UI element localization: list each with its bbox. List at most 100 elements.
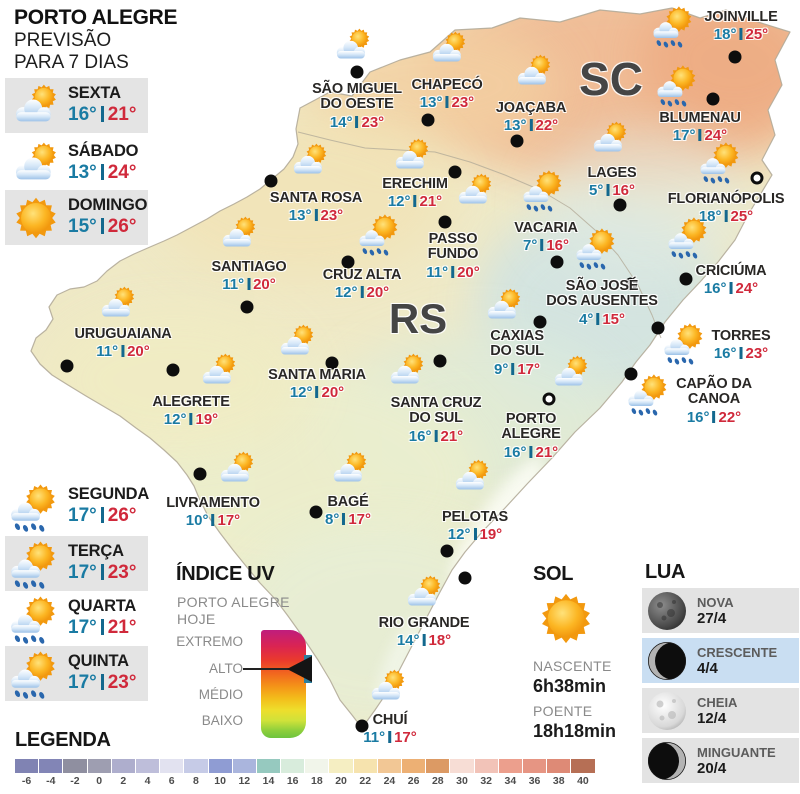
temp-high: 17°	[517, 360, 541, 378]
city-marker-santa-rosa	[264, 174, 278, 188]
temp-separator	[729, 282, 733, 295]
city-name: TORRES	[711, 328, 771, 344]
day-label: SÁBADO	[68, 142, 139, 160]
temp-high: 23°	[745, 345, 769, 363]
city-marker-capao-da-canoa	[624, 367, 638, 381]
city-name: LAGES	[587, 165, 637, 181]
city-name: SÃO JOSÉ DOS AUSENTES	[546, 278, 658, 310]
state-outline	[30, 7, 791, 729]
temp-separator	[511, 362, 515, 375]
city-marker-criciuma	[679, 272, 693, 286]
city-cruz-alta: CRUZ ALTA 12° 20°	[323, 267, 402, 302]
temp-high: 23°	[320, 207, 344, 225]
city-santa-maria: SANTA MARIA 12° 20°	[268, 367, 366, 402]
city-temps: 12° 21°	[382, 193, 447, 210]
title-city: PORTO ALEGRE	[14, 6, 178, 29]
temp-low: 16°	[68, 104, 97, 125]
city-marker-rio-grande	[458, 571, 472, 585]
day-temps: 16° 21°	[68, 104, 136, 126]
temp-high: 21°	[419, 193, 443, 211]
temp-high: 25°	[745, 26, 769, 44]
city-name: URUGUAIANA	[74, 326, 172, 342]
weather-icon-partly	[275, 321, 319, 363]
legend-title: LEGENDA	[15, 729, 111, 751]
legend-color-swatch	[184, 759, 208, 773]
city-name: JOAÇABA	[495, 100, 567, 116]
temp-low: 16°	[408, 427, 432, 445]
city-caxias-do-sul: CAXIAS DO SUL 9° 17°	[490, 328, 544, 378]
temp-low: 11°	[222, 276, 245, 294]
city-name: ALEGRETE	[152, 394, 230, 410]
weather-icon-partly	[288, 140, 332, 182]
temp-separator	[596, 312, 600, 325]
weather-icon-sun-rain	[627, 372, 674, 417]
temp-low: 16°	[503, 443, 527, 461]
city-blumenau: BLUMENAU 17° 24°	[659, 110, 741, 145]
weather-icon-partly	[549, 352, 593, 394]
city-marker-sao-jose-dos-ausentes	[624, 277, 638, 291]
city-name: SÃO MIGUEL DO OESTE	[312, 81, 402, 113]
temp-separator	[100, 507, 104, 523]
city-marker-alegrete	[166, 363, 180, 377]
temp-high: 20°	[253, 276, 276, 294]
city-porto-alegre: PORTO ALEGRE 16° 21°	[501, 411, 560, 461]
legend-segment: 32	[474, 759, 498, 787]
city-name: CAXIAS DO SUL	[490, 328, 544, 360]
city-santa-rosa: SANTA ROSA 13° 23°	[269, 190, 363, 225]
city-name: SANTA ROSA	[269, 190, 363, 206]
legend-color-swatch	[498, 759, 522, 773]
city-erechim: ERECHIM 12° 21°	[382, 176, 448, 211]
temp-low: 12°	[387, 193, 411, 211]
title-line3: PARA 7 DIAS	[14, 51, 129, 73]
temp-high: 21°	[535, 443, 559, 461]
sunset-label: POENTE	[533, 703, 593, 719]
legend-color-swatch	[353, 759, 377, 773]
temp-low: 12°	[334, 284, 358, 302]
temp-separator	[724, 210, 728, 223]
temp-high: 16°	[546, 237, 570, 255]
temp-high: 16°	[612, 182, 636, 200]
city-temps: 14° 23°	[312, 114, 402, 131]
temp-separator	[388, 731, 392, 744]
temp-separator	[606, 184, 610, 197]
weather-icon-sun-rain	[667, 215, 714, 260]
legend-segment: -6	[15, 759, 39, 787]
city-temps: 12° 19°	[152, 411, 229, 428]
legend-segment: 28	[426, 759, 450, 787]
day-temps: 13° 24°	[68, 162, 138, 184]
city-name: JOINVILLE	[704, 9, 778, 25]
city-name: LIVRAMENTO	[166, 495, 260, 511]
temp-separator	[247, 278, 251, 291]
temp-low: 13°	[68, 162, 97, 183]
weather-icon-partly	[331, 25, 375, 67]
temp-separator	[100, 164, 104, 180]
temp-separator	[211, 514, 215, 527]
temp-separator	[100, 106, 104, 122]
temp-separator	[451, 265, 455, 278]
day-label: SEXTA	[68, 84, 121, 102]
weather-icon-partly	[197, 350, 241, 392]
day-label: QUARTA	[68, 597, 137, 615]
weather-icon-partly	[385, 350, 429, 392]
temp-separator	[100, 619, 104, 635]
legend-color-swatch	[474, 759, 498, 773]
temp-high: 21°	[440, 427, 464, 445]
weather-icon-partly	[588, 118, 632, 160]
legend-segment: 2	[111, 759, 135, 787]
temp-separator	[712, 410, 716, 423]
temp-separator	[314, 209, 318, 222]
uv-pointer-line	[243, 668, 290, 670]
legend-tick: 14	[262, 775, 275, 787]
temp-separator	[434, 429, 438, 442]
moon-phase-row-new: NOVA 27/4	[642, 588, 799, 633]
legend-tick: 10	[214, 775, 226, 787]
city-bage: BAGÉ 8° 17°	[325, 494, 371, 529]
city-name: CRICIÚMA	[695, 263, 767, 279]
temp-low: 16°	[686, 408, 710, 426]
moon-phase-name: MINGUANTE	[697, 744, 776, 760]
sun-icon	[533, 587, 599, 650]
temp-low: 9°	[493, 360, 509, 378]
city-vacaria: VACARIA 7° 16°	[514, 220, 578, 255]
city-chui: CHUÍ 11° 17°	[363, 712, 417, 747]
temp-low: 12°	[163, 411, 187, 429]
